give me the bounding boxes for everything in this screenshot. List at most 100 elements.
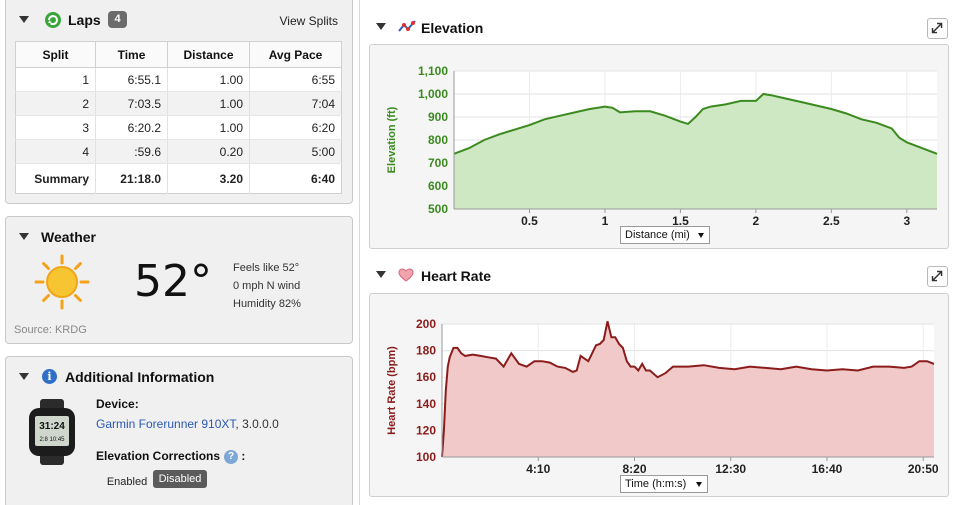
laps-header-row: Split Time Distance Avg Pace: [15, 41, 342, 68]
view-splits-link[interactable]: View Splits: [279, 14, 338, 28]
col-split[interactable]: Split: [15, 41, 96, 68]
laps-table: Split Time Distance Avg Pace 1 6:55.1 1.…: [15, 41, 342, 194]
elevation-chart-box: 500 600 700 800 900 1,000 1,100 0.5 1 1.5 2 2.5 3 Ele…: [369, 44, 949, 249]
summary-pace: 6:40: [249, 163, 342, 194]
summary-row: Summary 21:18.0 3.20 6:40: [15, 163, 342, 194]
x-tick-label: 1: [602, 214, 609, 228]
humidity-text: Humidity 82%: [233, 298, 301, 310]
collapse-elevation-toggle[interactable]: [376, 23, 386, 30]
summary-time: 21:18.0: [95, 163, 168, 194]
device-label: Device:: [96, 397, 139, 411]
right-column: Elevation 500 600 700 800 900 1,000 1,100 0.5 1 1…: [359, 0, 960, 505]
y-tick-label: 120: [416, 423, 436, 437]
y-tick-label: 160: [416, 370, 436, 384]
distance-cell: 1.00: [167, 115, 250, 140]
x-tick-label: 2: [753, 214, 760, 228]
x-tick-label: 3: [903, 214, 910, 228]
refresh-icon: [45, 12, 61, 28]
series-line: [453, 92, 938, 155]
info-icon: i: [42, 369, 57, 384]
left-column: Laps 4 View Splits Split Time Distance A…: [0, 0, 359, 505]
disabled-toggle-option[interactable]: Disabled: [153, 470, 207, 488]
summary-distance: 3.20: [167, 163, 250, 194]
heart-icon: [398, 268, 414, 282]
heart-rate-header: Heart Rate: [360, 261, 960, 291]
table-row: 4 :59.6 0.20 5:00: [15, 139, 342, 164]
distance-unit-select[interactable]: Distance (mi): [620, 226, 710, 244]
split-cell: 4: [15, 139, 96, 164]
collapse-additional-info-toggle[interactable]: [19, 373, 29, 380]
time-cell: :59.6: [95, 139, 168, 164]
distance-cell: 0.20: [167, 139, 250, 164]
time-unit-select[interactable]: Time (h:m:s): [620, 475, 708, 493]
wind-text: 0 mph N wind: [233, 280, 301, 292]
elevation-title: Elevation: [421, 20, 484, 36]
table-row: 3 6:20.2 1.00 6:20: [15, 115, 342, 140]
y-axis-label: Elevation (ft): [386, 106, 398, 173]
y-tick-label: 1,000: [418, 87, 448, 101]
elevation-header: Elevation: [360, 13, 960, 43]
y-tick-label: 600: [428, 179, 448, 193]
y-tick-label: 900: [428, 110, 448, 124]
x-tick-label: 8:20: [622, 462, 646, 476]
col-time[interactable]: Time: [95, 41, 168, 68]
y-tick-label: 100: [416, 450, 436, 464]
series-area: [442, 321, 934, 457]
table-row: 2 7:03.5 1.00 7:04: [15, 91, 342, 116]
y-tick-label: 500: [428, 202, 448, 216]
y-axis-label: Heart Rate (bpm): [386, 346, 398, 435]
expand-heart-rate-button[interactable]: [927, 266, 948, 287]
collapse-laps-toggle[interactable]: [19, 16, 29, 23]
device-name[interactable]: Garmin Forerunner 910XT: [96, 417, 236, 431]
chevron-down-icon: [696, 482, 702, 487]
colon-text: :: [241, 449, 246, 463]
pace-cell: 6:55: [249, 67, 342, 92]
chevron-down-icon: [698, 233, 704, 238]
collapse-heart-rate-toggle[interactable]: [376, 271, 386, 278]
temperature: 52°: [134, 256, 212, 307]
elevation-corrections-label: Elevation Corrections? :: [96, 449, 245, 464]
elevation-corrections-text: Elevation Corrections: [96, 449, 221, 463]
elevation-chart: 500 600 700 800 900 1,000 1,100 0.5 1 1.5 2 2.5 3 Ele…: [386, 64, 938, 228]
x-tick-label: 20:50: [908, 462, 939, 476]
x-tick-label: 12:30: [715, 462, 746, 476]
split-cell: 2: [15, 91, 96, 116]
series-line: [441, 321, 935, 458]
y-tick-label: 700: [428, 156, 448, 170]
y-tick-label: 200: [416, 317, 436, 331]
time-cell: 6:55.1: [95, 67, 168, 92]
expand-elevation-button[interactable]: [927, 18, 948, 39]
additional-info-panel: i Additional Information 31:24 2:8 10:45…: [5, 356, 353, 505]
collapse-weather-toggle[interactable]: [19, 233, 29, 240]
time-cell: 6:20.2: [95, 115, 168, 140]
heart-rate-title: Heart Rate: [421, 268, 492, 284]
expand-icon: [931, 22, 943, 34]
watch-time-text: 31:24: [39, 421, 65, 432]
col-distance[interactable]: Distance: [167, 41, 250, 68]
col-avg-pace[interactable]: Avg Pace: [249, 41, 342, 68]
weather-title: Weather: [41, 229, 96, 245]
x-tick-label: 1.5: [672, 214, 689, 228]
time-cell: 7:03.5: [95, 91, 168, 116]
device-name-link[interactable]: Garmin Forerunner 910XT, 3.0.0.0: [96, 417, 279, 431]
table-row: 1 6:55.1 1.00 6:55: [15, 67, 342, 92]
elevation-chart-icon: [398, 20, 416, 32]
y-tick-label: 140: [416, 397, 436, 411]
laps-panel: Laps 4 View Splits Split Time Distance A…: [5, 0, 353, 204]
help-icon[interactable]: ?: [224, 449, 239, 464]
additional-info-title: Additional Information: [65, 369, 215, 385]
split-cell: 3: [15, 115, 96, 140]
heart-rate-chart-box: 100 120 140 160 180 200 4:10 8:20 12:30 16:40 20:5…: [369, 293, 949, 497]
heart-rate-chart: 100 120 140 160 180 200 4:10 8:20 12:30 16:40 20:5…: [386, 317, 939, 476]
y-tick-label: 800: [428, 133, 448, 147]
distance-cell: 1.00: [167, 67, 250, 92]
y-tick-label: 180: [416, 344, 436, 358]
watch-detail-text: 2:8 10:45: [39, 437, 65, 443]
pace-cell: 5:00: [249, 139, 342, 164]
series-area: [454, 94, 937, 209]
pace-cell: 6:20: [249, 115, 342, 140]
weather-source: Source: KRDG: [14, 324, 87, 336]
split-cell: 1: [15, 67, 96, 92]
enabled-toggle-option[interactable]: Enabled: [106, 476, 148, 488]
laps-count-badge: 4: [108, 11, 127, 28]
